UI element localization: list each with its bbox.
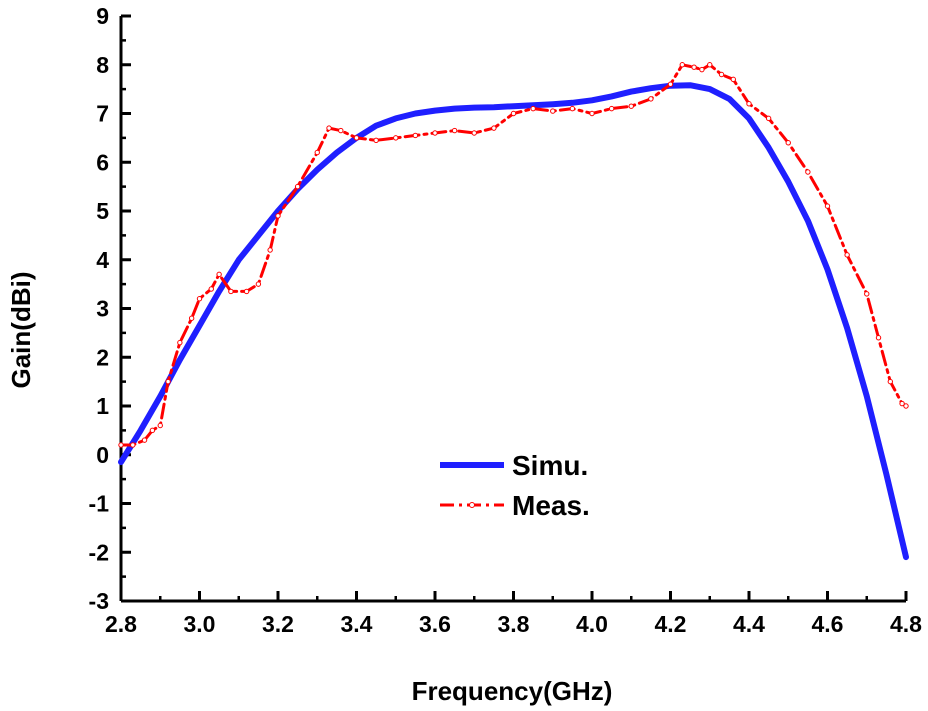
x-tick-label: 4.8	[890, 611, 922, 637]
meas-point	[393, 135, 399, 141]
meas-point	[707, 62, 713, 68]
meas-point	[228, 288, 234, 295]
y-tick-label: 2	[96, 344, 109, 370]
y-tick-label: -3	[89, 588, 109, 614]
meas-point	[785, 140, 791, 146]
meas-point	[188, 315, 195, 321]
x-tick-label: 4.6	[812, 611, 844, 637]
meas-point	[903, 403, 909, 409]
meas-point	[864, 291, 870, 297]
y-axis-label: Gain(dBi)	[6, 272, 36, 389]
y-tick-label: 5	[96, 198, 109, 224]
meas-point	[824, 203, 831, 209]
y-tick-label: 0	[96, 442, 109, 468]
y-axis-title: Gain(dBi)	[6, 272, 36, 389]
meas-point	[243, 288, 250, 295]
simu-line	[118, 82, 909, 561]
meas-point	[887, 378, 893, 385]
meas-point	[118, 442, 124, 448]
meas-point	[208, 286, 214, 292]
meas-point	[628, 103, 634, 109]
x-tick-label: 3.2	[262, 611, 294, 637]
meas-point	[149, 427, 156, 434]
meas-point	[550, 108, 556, 114]
meas-point	[699, 66, 705, 73]
y-tick-label: 9	[96, 3, 109, 29]
x-tick-label: 3.8	[498, 611, 530, 637]
meas-point	[275, 213, 281, 219]
meas-point	[805, 169, 811, 175]
meas-point	[608, 105, 615, 112]
legend-simu-label: Simu.	[512, 450, 588, 481]
meas-line	[119, 63, 908, 447]
meas-point	[412, 132, 419, 139]
y-tick-label: 1	[96, 393, 109, 419]
meas-point	[569, 105, 576, 112]
x-tick-label: 3.0	[184, 611, 216, 637]
meas-point	[679, 62, 685, 68]
meas-point	[177, 339, 183, 346]
y-tick-label: 7	[96, 101, 109, 127]
meas-point	[667, 81, 674, 87]
meas-point	[141, 437, 148, 443]
x-tick-label: 3.4	[341, 611, 373, 637]
x-axis-label: Frequency(GHz)	[412, 676, 613, 706]
meas-point	[165, 378, 171, 385]
meas-point	[216, 271, 222, 278]
meas-point	[765, 115, 772, 122]
meas-point	[648, 96, 654, 102]
y-tick-label: 3	[96, 296, 109, 322]
y-tick-label: -1	[89, 491, 110, 517]
meas-point	[844, 252, 850, 258]
meas-point	[875, 335, 882, 341]
x-tick-label: 4.0	[576, 611, 608, 637]
meas-point	[432, 130, 438, 136]
meas-point	[746, 101, 752, 107]
meas-point	[510, 110, 517, 117]
y-tick-label: 4	[96, 247, 109, 273]
legend-meas-label: Meas.	[512, 490, 590, 521]
meas-point	[255, 281, 262, 287]
meas-point	[196, 296, 203, 302]
meas-point	[730, 76, 736, 83]
meas-point	[899, 400, 905, 407]
meas-point	[589, 110, 595, 117]
x-tick-label: 4.2	[655, 611, 687, 637]
meas-point	[373, 137, 379, 144]
x-tick-label: 3.6	[419, 611, 451, 637]
y-tick-label: 6	[96, 149, 109, 175]
meas-point	[294, 183, 301, 190]
meas-point	[130, 442, 136, 448]
legend-meas-marker	[469, 502, 475, 508]
meas-point	[267, 247, 273, 253]
meas-point	[338, 127, 344, 134]
meas-point	[157, 422, 163, 429]
meas-point	[691, 64, 697, 70]
meas-point	[353, 135, 360, 141]
x-tick-label: 4.4	[733, 611, 765, 637]
y-tick-label: 8	[96, 52, 109, 78]
meas-point	[471, 130, 477, 136]
meas-point	[326, 125, 332, 131]
meas-point	[491, 125, 497, 131]
legend: Simu. Meas.	[440, 450, 590, 521]
x-tick-label: 2.8	[105, 611, 137, 637]
meas-point	[314, 149, 320, 156]
y-tick-label: -2	[89, 539, 109, 565]
meas-point	[451, 127, 458, 134]
meas-point	[718, 71, 725, 78]
plot-area: 2.8 3.0 3.2 3.4 3.6 3.8 4.0 4.2 4.4 4.6 4.8 -3 -2 -1 0…	[89, 3, 923, 637]
meas-point	[530, 105, 536, 112]
